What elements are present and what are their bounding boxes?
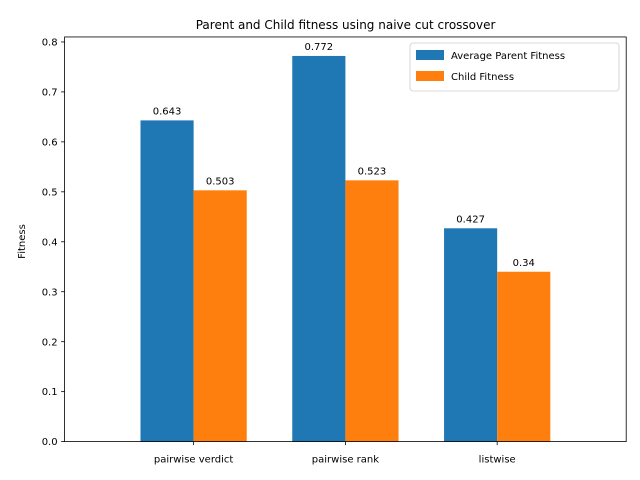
y-axis: 0.0 0.1 0.2 0.3 0.4 0.5 0.6 0.7 0.8 [42, 38, 65, 448]
x-axis: pairwise verdict pairwise rank listwise [154, 441, 516, 466]
bars-group [140, 55, 551, 442]
legend-label: Average Parent Fitness [451, 51, 565, 62]
chart-title: Parent and Child fitness using naive cut… [196, 18, 496, 32]
legend-swatch [416, 71, 444, 81]
y-tick-label: 0.8 [42, 38, 58, 49]
y-tick-label: 0.5 [42, 187, 58, 198]
y-tick-label: 0.0 [42, 437, 58, 448]
legend-box [409, 42, 620, 92]
legend-swatch [416, 50, 444, 60]
legend: Average Parent Fitness Child Fitness [409, 42, 620, 92]
bar [444, 228, 498, 442]
bar [140, 120, 194, 442]
y-tick-label: 0.3 [42, 287, 58, 298]
y-axis-label: Fitness [17, 224, 28, 259]
bar-value-label: 0.427 [456, 214, 485, 225]
bar-value-label: 0.34 [513, 258, 535, 269]
y-tick-label: 0.6 [42, 137, 58, 148]
y-tick-label: 0.1 [42, 387, 58, 398]
plot-frame [64, 36, 627, 443]
bar [345, 180, 399, 442]
y-tick-label: 0.2 [42, 337, 58, 348]
x-tick-label: pairwise rank [312, 455, 379, 466]
bar-value-label: 0.523 [358, 166, 387, 177]
bar-value-label: 0.772 [305, 42, 334, 53]
legend-label: Child Fitness [451, 72, 514, 83]
bar [193, 190, 247, 442]
y-tick-label: 0.4 [42, 237, 58, 248]
bar-value-label: 0.643 [153, 106, 182, 117]
bar [497, 271, 551, 442]
x-tick-label: listwise [479, 455, 516, 466]
bar-value-label: 0.503 [206, 176, 235, 187]
bar [292, 55, 346, 442]
bar-labels-group: 0.643 0.772 0.427 0.503 0.523 0.34 [153, 42, 535, 269]
y-tick-label: 0.7 [42, 88, 58, 99]
x-tick-label: pairwise verdict [154, 455, 233, 466]
